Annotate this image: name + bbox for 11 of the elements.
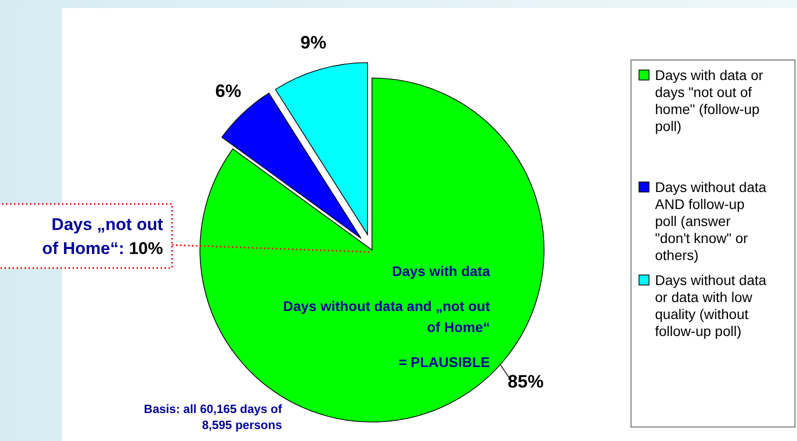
text: = PLAUSIBLE (398, 354, 490, 370)
data-label: 6% (215, 80, 242, 101)
text: Basis: all 60,165 days of 8,595 persons (144, 402, 283, 432)
legend-label: Days without data or data with low quality (without follow-up poll) (655, 272, 766, 339)
text: Days „not out of Home“: 10% (42, 215, 164, 258)
legend-label: Days without data AND follow-up poll (answer "don't know" or others) (655, 179, 766, 263)
text: Days with data (392, 263, 490, 279)
text: Days without data and „not out of Home“ (283, 298, 490, 335)
data-label: 9% (300, 32, 326, 52)
legend-label: Days with data or days "not out of home" (follow-up poll) (655, 67, 764, 134)
data-label: 85% (508, 371, 544, 392)
